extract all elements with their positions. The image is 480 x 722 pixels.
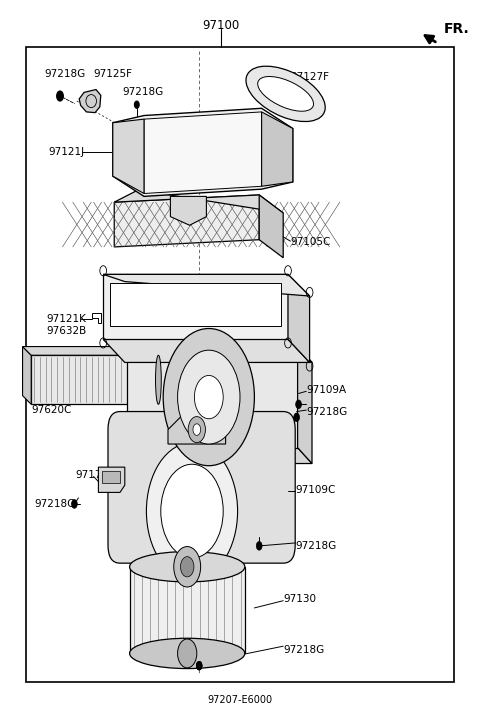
Text: 97130: 97130 — [283, 594, 316, 604]
Text: 97105C: 97105C — [290, 237, 331, 247]
Circle shape — [196, 661, 202, 670]
Text: 97207-E6000: 97207-E6000 — [207, 695, 273, 705]
Ellipse shape — [130, 552, 245, 582]
Circle shape — [188, 417, 205, 443]
Polygon shape — [259, 195, 283, 258]
Text: 97218G: 97218G — [44, 69, 85, 79]
Polygon shape — [103, 339, 310, 362]
Circle shape — [178, 639, 197, 668]
Polygon shape — [288, 274, 310, 362]
FancyBboxPatch shape — [108, 412, 295, 563]
Polygon shape — [103, 274, 288, 339]
Bar — [31, 355, 158, 404]
Polygon shape — [144, 112, 262, 193]
Ellipse shape — [156, 355, 161, 404]
Text: 97218G: 97218G — [306, 406, 348, 417]
Circle shape — [194, 375, 223, 419]
Bar — [102, 471, 120, 483]
Polygon shape — [110, 283, 281, 326]
Text: 97620C: 97620C — [31, 405, 72, 415]
Circle shape — [196, 661, 202, 670]
Circle shape — [256, 542, 262, 550]
Polygon shape — [127, 347, 298, 448]
Text: 97125F: 97125F — [94, 69, 132, 79]
Text: 97218G: 97218G — [122, 87, 164, 97]
Text: 97218G: 97218G — [35, 499, 76, 509]
Text: 97100: 97100 — [202, 19, 240, 32]
Polygon shape — [113, 108, 293, 196]
Polygon shape — [168, 415, 226, 444]
Ellipse shape — [246, 66, 325, 121]
Text: 97109C: 97109C — [295, 484, 336, 495]
Polygon shape — [113, 119, 144, 193]
Ellipse shape — [130, 638, 245, 669]
Polygon shape — [298, 347, 312, 464]
Bar — [26, 47, 454, 682]
Text: FR.: FR. — [444, 22, 470, 36]
Polygon shape — [127, 347, 312, 362]
Bar — [130, 567, 245, 653]
Polygon shape — [23, 347, 31, 404]
Polygon shape — [98, 467, 125, 492]
Circle shape — [134, 101, 139, 108]
Text: 97632B: 97632B — [47, 326, 87, 336]
Circle shape — [178, 350, 240, 444]
Text: 97109A: 97109A — [306, 385, 347, 395]
Circle shape — [163, 329, 254, 466]
Polygon shape — [262, 112, 293, 186]
Polygon shape — [103, 274, 310, 296]
Polygon shape — [170, 196, 206, 225]
Text: 97218G: 97218G — [283, 645, 324, 655]
Polygon shape — [127, 448, 312, 464]
Text: 97121J: 97121J — [48, 147, 84, 157]
Circle shape — [72, 500, 77, 508]
Circle shape — [146, 443, 238, 580]
Ellipse shape — [258, 77, 313, 111]
Circle shape — [174, 547, 201, 587]
Polygon shape — [114, 195, 259, 247]
Text: 97127F: 97127F — [290, 72, 329, 82]
Circle shape — [180, 557, 194, 577]
Text: 97121K: 97121K — [47, 314, 86, 324]
Text: 97218G: 97218G — [295, 541, 336, 551]
Circle shape — [294, 413, 300, 422]
Polygon shape — [79, 90, 101, 113]
Circle shape — [57, 91, 63, 101]
Text: 97176E: 97176E — [76, 470, 116, 480]
Polygon shape — [23, 347, 158, 355]
Circle shape — [296, 400, 301, 409]
Circle shape — [161, 464, 223, 558]
Polygon shape — [114, 190, 283, 213]
Circle shape — [193, 424, 201, 435]
